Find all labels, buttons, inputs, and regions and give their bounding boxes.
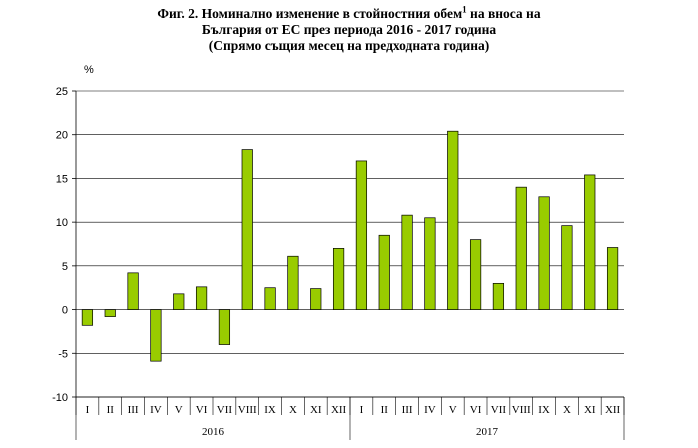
bar-22 — [561, 225, 573, 310]
year-label: 2016 — [202, 426, 225, 438]
x-tick-label: VII — [217, 404, 233, 416]
bar-12 — [332, 248, 345, 310]
x-tick-label: XII — [331, 404, 347, 416]
bar-9 — [264, 287, 276, 310]
bar-19 — [492, 282, 505, 310]
bar-14 — [378, 234, 390, 310]
x-tick-label: V — [175, 404, 183, 416]
bar-7 — [218, 309, 231, 345]
x-tick-label: VIII — [238, 404, 257, 416]
x-tick-label: IV — [150, 404, 162, 416]
x-tick-label: I — [86, 404, 90, 416]
year-label: 2017 — [476, 426, 499, 438]
y-tick-label: 20 — [56, 130, 68, 142]
bar-3 — [127, 272, 139, 310]
x-tick-label: IX — [538, 404, 550, 416]
footnote-marker: 1 — [462, 4, 467, 15]
x-tick-label: XI — [584, 404, 596, 416]
y-tick-label: 25 — [56, 86, 68, 98]
bar-1 — [81, 309, 94, 326]
y-tick-label: -10 — [52, 392, 68, 404]
y-tick-label: 0 — [62, 305, 68, 317]
bar-15 — [401, 214, 413, 310]
bar-20 — [515, 186, 527, 310]
y-tick-label: -5 — [58, 348, 68, 360]
x-tick-label: II — [107, 404, 115, 416]
chart-title-line-1-suffix: на вноса на — [466, 6, 541, 21]
bars — [81, 130, 619, 362]
bar-6 — [195, 286, 208, 310]
gridlines — [76, 90, 624, 398]
y-axis-tick-labels: -10 -5 0 5 10 15 20 25 — [52, 86, 68, 404]
x-tick-label: VIII — [512, 404, 531, 416]
x-tick-label: IX — [264, 404, 276, 416]
bar-5 — [173, 293, 185, 310]
axes — [72, 90, 625, 440]
bar-10 — [287, 255, 299, 310]
y-axis-unit-label: % — [84, 64, 94, 76]
chart-title-line-2: България от ЕС през периода 2016 - 2017 … — [201, 22, 497, 37]
x-tick-label: VI — [196, 404, 208, 416]
chart-title-line-1: Фиг. 2. Номинално изменение в стойностни… — [0, 4, 698, 22]
x-tick-label: IV — [424, 404, 436, 416]
x-tick-label: XII — [605, 404, 621, 416]
bar-11 — [310, 288, 322, 310]
x-tick-label: III — [402, 404, 413, 416]
x-tick-label: VII — [491, 404, 507, 416]
bar-16 — [424, 217, 436, 310]
x-axis-tick-labels: I II III IV V VI VII VIII IX X XI XII I II III IV V VI VII… — [86, 404, 621, 416]
chart-subtitle: (Спрямо същия месец на предходната годин… — [208, 38, 490, 53]
chart-title: Фиг. 2. Номинално изменение в стойностни… — [0, 4, 698, 54]
bar-2 — [104, 309, 116, 317]
bar-8 — [241, 149, 253, 310]
x-tick-label: III — [128, 404, 139, 416]
x-tick-label: V — [449, 404, 457, 416]
bar-13 — [355, 160, 368, 310]
bar-24 — [606, 247, 619, 310]
y-tick-label: 5 — [62, 261, 68, 273]
x-tick-label: II — [381, 404, 389, 416]
x-tick-label: VI — [470, 404, 482, 416]
x-tick-label: I — [360, 404, 364, 416]
chart-title-line-1-prefix: Фиг. 2. Номинално изменение в стойностни… — [157, 6, 463, 21]
bar-23 — [584, 174, 596, 310]
bar-18 — [469, 239, 482, 310]
x-tick-label: X — [289, 404, 297, 416]
x-axis-year-labels: 2016 2017 — [202, 426, 499, 438]
y-tick-label: 10 — [56, 217, 68, 229]
bar-4 — [150, 309, 162, 362]
bar-17 — [447, 130, 459, 310]
x-tick-label: XI — [310, 404, 322, 416]
bar-21 — [538, 196, 550, 310]
y-tick-label: 15 — [56, 173, 68, 185]
x-tick-label: X — [563, 404, 571, 416]
